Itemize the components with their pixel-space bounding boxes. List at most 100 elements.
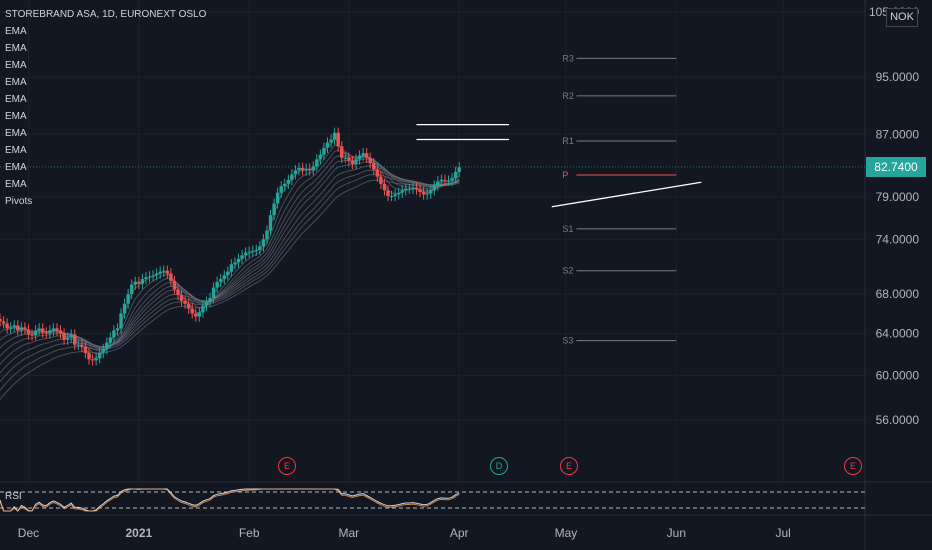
candle-body <box>361 153 365 156</box>
legend-ema-1[interactable]: EMA <box>5 26 27 37</box>
candle-body <box>147 276 152 278</box>
candle-body <box>108 337 113 343</box>
candle-body <box>122 303 127 314</box>
earnings-event-icon[interactable]: E <box>278 457 296 475</box>
ema-line <box>0 169 460 383</box>
dividend-event-icon[interactable]: D <box>490 457 508 475</box>
y-tick-label: 87.0000 <box>876 127 920 141</box>
candles <box>0 127 461 366</box>
candle-body <box>304 168 308 171</box>
candle-body <box>233 262 237 265</box>
earnings-event-icon[interactable]: E <box>844 457 862 475</box>
candle-body <box>151 275 155 277</box>
candle-body <box>350 160 355 165</box>
candle-body <box>204 301 209 306</box>
candle-body <box>429 190 433 194</box>
candle-body <box>404 188 408 191</box>
y-tick-label: 64.0000 <box>876 326 920 340</box>
candle-body <box>293 170 298 175</box>
candle-body <box>265 230 269 240</box>
candle-body <box>222 275 226 280</box>
candle-body <box>16 325 20 331</box>
x-tick-label: Dec <box>18 526 39 540</box>
candle-body <box>140 279 145 284</box>
legend-ema-8[interactable]: EMA <box>5 145 27 156</box>
rsi-signal-line <box>0 488 460 512</box>
candle-body <box>340 146 344 158</box>
legend-ema-4[interactable]: EMA <box>5 77 27 88</box>
x-tick-label: May <box>555 526 578 540</box>
legend-ema-7[interactable]: EMA <box>5 128 27 139</box>
candle-body <box>26 329 31 335</box>
candle-body <box>130 284 134 295</box>
candle-body <box>418 189 422 192</box>
x-tick-label: 2021 <box>125 526 152 540</box>
candle-body <box>290 174 294 180</box>
candle-body <box>112 330 116 338</box>
candle-body <box>275 192 280 204</box>
candle-body <box>443 179 447 181</box>
candle-body <box>12 325 16 328</box>
legend-pivots[interactable]: Pivots <box>5 196 33 207</box>
candle-body <box>368 157 372 164</box>
candle-body <box>154 273 159 276</box>
candle-body <box>229 264 234 272</box>
candle-body <box>243 252 248 256</box>
candle-body <box>201 305 205 313</box>
rsi-label[interactable]: RSI <box>5 491 22 502</box>
candle-body <box>311 166 315 171</box>
y-tick-label: 68.0000 <box>876 287 920 301</box>
pivot-label: R3 <box>562 53 574 63</box>
indicator-legend: STOREBRAND ASA, 1D, EURONEXT OSLO EMA EM… <box>5 6 206 210</box>
y-tick-label: 56.0000 <box>876 413 920 427</box>
legend-ema-10[interactable]: EMA <box>5 179 27 190</box>
candle-body <box>251 250 255 252</box>
candle-body <box>183 300 187 304</box>
candle-body <box>30 334 34 336</box>
y-tick-label: 60.0000 <box>876 368 920 382</box>
trend-line <box>551 181 702 208</box>
legend-ema-3[interactable]: EMA <box>5 60 27 71</box>
legend-ema-6[interactable]: EMA <box>5 111 27 122</box>
legend-ema-5[interactable]: EMA <box>5 94 27 105</box>
candle-body <box>436 181 440 186</box>
candle-body <box>297 167 301 171</box>
candle-body <box>254 249 258 251</box>
candle-body <box>137 281 141 284</box>
legend-ema-9[interactable]: EMA <box>5 162 27 173</box>
ema-line <box>0 161 460 365</box>
candle-body <box>101 348 105 354</box>
ema-line <box>0 165 460 374</box>
candle-body <box>176 289 180 296</box>
candle-body <box>186 303 191 309</box>
candle-body <box>307 168 312 171</box>
candle-body <box>190 308 194 314</box>
earnings-event-icon[interactable]: E <box>560 457 578 475</box>
rsi-pane <box>0 488 865 512</box>
legend-ema-2[interactable]: EMA <box>5 43 27 54</box>
time-axis[interactable]: Dec 2021 Feb Mar Apr May Jun Jul <box>18 526 791 540</box>
pivot-levels: R3 R2 R1 P S1 S2 S3 <box>562 53 677 346</box>
rsi-line <box>0 488 460 512</box>
candle-body <box>8 327 13 329</box>
candle-body <box>453 171 458 179</box>
candle-body <box>272 203 276 216</box>
candle-body <box>393 194 397 197</box>
candle-body <box>414 187 419 190</box>
price-axis[interactable]: 56.0000 60.0000 64.0000 68.0000 74.0000 79.00… <box>869 5 919 427</box>
candle-body <box>165 270 170 274</box>
candle-body <box>283 183 287 187</box>
candle-body <box>322 147 326 155</box>
candle-body <box>126 294 130 304</box>
candle-body <box>76 344 81 346</box>
candle-body <box>37 328 41 331</box>
candle-body <box>87 353 91 360</box>
currency-button[interactable]: NOK <box>886 8 918 27</box>
candle-body <box>94 358 98 361</box>
candle-body <box>318 154 323 160</box>
candle-body <box>51 328 56 331</box>
chart-title[interactable]: STOREBRAND ASA, 1D, EURONEXT OSLO <box>5 9 207 20</box>
candle-body <box>400 190 404 193</box>
candle-body <box>396 192 401 195</box>
